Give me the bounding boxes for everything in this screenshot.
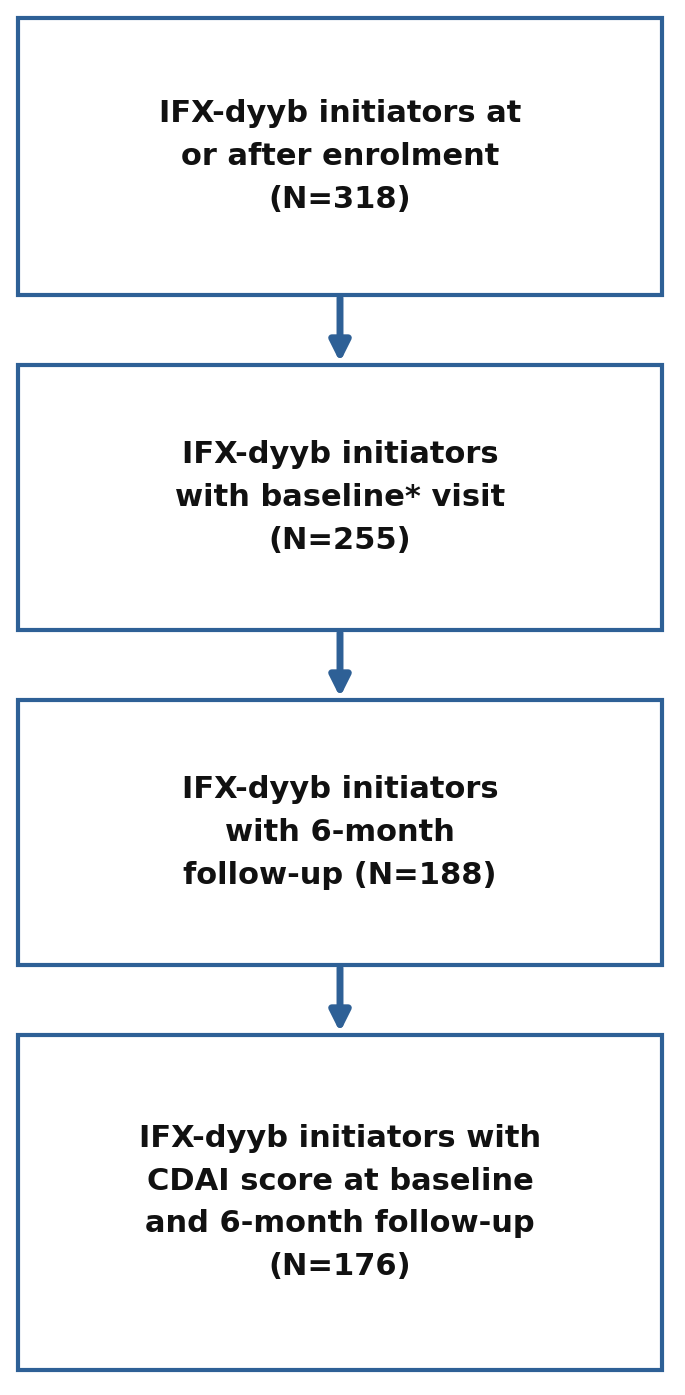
Text: IFX-dyyb initiators
with baseline* visit
(N=255): IFX-dyyb initiators with baseline* visit… xyxy=(175,441,505,555)
FancyBboxPatch shape xyxy=(18,365,662,631)
Text: IFX-dyyb initiators with
CDAI score at baseline
and 6-month follow-up
(N=176): IFX-dyyb initiators with CDAI score at b… xyxy=(139,1124,541,1281)
Text: IFX-dyyb initiators at
or after enrolment
(N=318): IFX-dyyb initiators at or after enrolmen… xyxy=(159,99,521,213)
FancyBboxPatch shape xyxy=(18,700,662,965)
FancyBboxPatch shape xyxy=(18,1035,662,1370)
Text: IFX-dyyb initiators
with 6-month
follow-up (N=188): IFX-dyyb initiators with 6-month follow-… xyxy=(182,776,498,890)
FancyBboxPatch shape xyxy=(18,18,662,294)
